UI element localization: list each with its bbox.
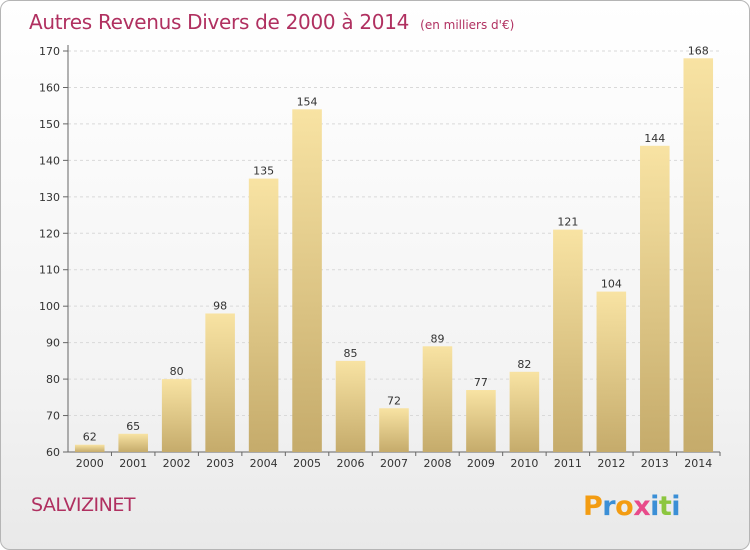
logo-letter: P [583,491,603,522]
bar-2005 [292,109,322,452]
bar-value-label-2010: 82 [517,358,531,371]
chart-title-main: Autres Revenus Divers de 2000 à 2014 [29,10,410,34]
bar-2007 [379,408,409,452]
x-tick-label-2011: 2011 [554,457,582,470]
logo-letter: i [671,491,681,522]
bar-value-label-2000: 62 [83,431,97,444]
logo-letter: t [658,491,672,522]
bars [74,58,714,453]
x-tick-label-2013: 2013 [641,457,669,470]
y-tick-label-140: 140 [39,154,60,167]
y-tick-label-80: 80 [46,373,60,386]
bar-2012 [596,291,627,452]
chart-title: Autres Revenus Divers de 2000 à 2014 (en… [29,10,514,34]
y-tick-label-70: 70 [46,410,60,423]
y-tick-label-120: 120 [39,227,60,240]
y-tick-label-60: 60 [46,446,60,459]
x-tick-label-2008: 2008 [423,457,451,470]
x-tick-label-2010: 2010 [510,457,538,470]
bar-2013 [640,145,670,453]
bar-value-label-2003: 98 [213,299,227,312]
y-tick-label-160: 160 [39,81,60,94]
bar-value-label-2005: 154 [297,95,318,108]
bar-value-label-2014: 168 [688,44,709,57]
x-tick-label-2005: 2005 [293,457,321,470]
data-labels: 62 65 80 98 135 154 85 72 89 77 82 121 104 144 168 [83,44,709,443]
bar-value-label-2013: 144 [644,132,665,145]
bar-value-label-2004: 135 [253,165,274,178]
bar-2008 [422,346,453,452]
x-tick-label-2003: 2003 [206,457,234,470]
commune-name: SALVIZINET [31,494,135,516]
logo-letter: o [615,491,634,522]
logo-letter: r [602,491,616,522]
y-tick-label-170: 170 [39,45,60,58]
bar-2014 [683,58,714,453]
y-tick-label-90: 90 [46,337,60,350]
x-tick-label-2012: 2012 [597,457,625,470]
x-tick-label-2000: 2000 [76,457,104,470]
bar-2009 [466,390,496,452]
logo-letter: x [633,491,651,522]
bar-2006 [335,360,366,452]
x-tick-label-2009: 2009 [467,457,495,470]
x-tick-label-2002: 2002 [163,457,191,470]
bar-value-label-2011: 121 [557,216,578,229]
bar-value-label-2002: 80 [170,365,184,378]
bar-value-label-2008: 89 [430,332,444,345]
bar-value-label-2009: 77 [474,376,488,389]
y-tick-label-100: 100 [39,300,60,313]
bar-2010 [509,371,540,452]
x-tick-label-2007: 2007 [380,457,408,470]
bar-2003 [205,313,235,452]
y-tick-label-130: 130 [39,191,60,204]
logo-letter: i [650,491,659,522]
bar-2000 [74,444,105,452]
bar-value-label-2007: 72 [387,394,401,407]
bar-2011 [553,229,583,452]
bar-2001 [118,433,148,452]
bar-2002 [161,379,192,452]
x-tick-label-2004: 2004 [250,457,278,470]
bar-value-label-2012: 104 [601,278,622,291]
proxiti-logo[interactable]: Proxiti [583,491,681,522]
y-tick-label-150: 150 [39,118,60,131]
bar-2004 [248,178,279,452]
x-tick-label-2014: 2014 [684,457,712,470]
bar-value-label-2001: 65 [126,420,140,433]
x-tick-label-2001: 2001 [119,457,147,470]
y-tick-label-110: 110 [39,264,60,277]
bar-value-label-2006: 85 [344,347,358,360]
x-tick-label-2006: 2006 [337,457,365,470]
chart-subtitle: (en milliers d'€) [420,18,515,32]
